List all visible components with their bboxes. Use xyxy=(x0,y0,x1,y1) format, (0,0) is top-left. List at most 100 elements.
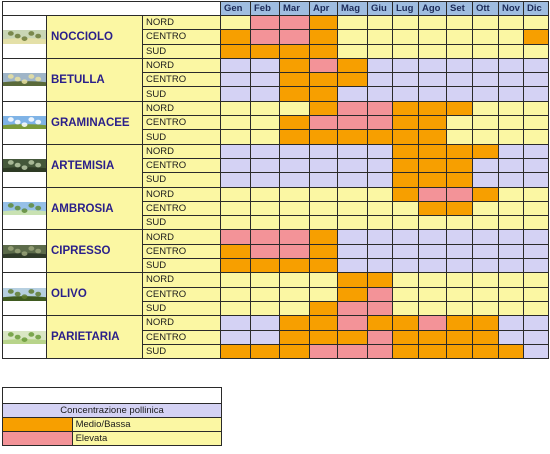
cell-ambrosia-sud-mag xyxy=(337,215,368,231)
cell-nocciolo-centro-apr xyxy=(309,29,338,45)
plant-name: ARTEMISIA xyxy=(46,143,143,188)
cell-nocciolo-nord-feb xyxy=(250,14,280,31)
cell-ambrosia-nord-ott xyxy=(472,186,499,202)
cell-betulla-nord-nov xyxy=(498,57,524,74)
region-label: NORD xyxy=(142,229,221,245)
cell-ambrosia-nord-set xyxy=(446,186,473,202)
cell-artemisia-centro-apr xyxy=(309,157,338,174)
cell-cipresso-sud-gen xyxy=(220,258,251,274)
cell-graminacee-sud-apr xyxy=(309,129,338,145)
month-header-feb: Feb xyxy=(250,1,280,16)
cell-parietaria-sud-ott xyxy=(472,343,499,360)
plant-image-artemisia xyxy=(2,143,47,188)
cell-betulla-sud-ago xyxy=(418,86,447,102)
cell-cipresso-sud-nov xyxy=(498,258,524,274)
cell-artemisia-sud-lug xyxy=(392,172,419,188)
cell-ambrosia-nord-mag xyxy=(337,186,368,202)
cell-graminacee-nord-lug xyxy=(392,100,419,117)
cell-parietaria-nord-mag xyxy=(337,315,368,331)
cell-ambrosia-nord-ago xyxy=(418,186,447,202)
cell-graminacee-centro-ott xyxy=(472,115,499,131)
cell-cipresso-centro-ago xyxy=(418,243,447,260)
cell-betulla-centro-feb xyxy=(250,72,280,88)
plant-photo-icon xyxy=(3,330,46,344)
cell-cipresso-nord-set xyxy=(446,229,473,245)
cell-betulla-sud-apr xyxy=(309,86,338,102)
cell-nocciolo-centro-ott xyxy=(472,29,499,45)
cell-artemisia-centro-set xyxy=(446,157,473,174)
cell-parietaria-centro-ott xyxy=(472,329,499,345)
cell-graminacee-sud-gen xyxy=(220,129,251,145)
legend-swatch-medium xyxy=(2,417,73,432)
cell-parietaria-centro-gen xyxy=(220,329,251,345)
legend-spacer xyxy=(2,387,222,404)
row-parietaria-sud: SUD xyxy=(3,343,549,360)
cell-olivo-centro-set xyxy=(446,286,473,302)
cell-nocciolo-centro-lug xyxy=(392,29,419,45)
month-header-dic: Dic xyxy=(523,1,549,16)
cell-artemisia-sud-apr xyxy=(309,172,338,188)
region-label: CENTRO xyxy=(142,200,221,217)
cell-olivo-sud-mar xyxy=(279,300,310,317)
row-ambrosia-centro: CENTRO xyxy=(3,200,549,217)
cell-nocciolo-centro-dic xyxy=(523,29,549,45)
region-label: CENTRO xyxy=(142,243,221,260)
cell-cipresso-nord-feb xyxy=(250,229,280,245)
cell-olivo-centro-mar xyxy=(279,286,310,302)
cell-cipresso-nord-mar xyxy=(279,229,310,245)
cell-cipresso-centro-mag xyxy=(337,243,368,260)
cell-olivo-nord-lug xyxy=(392,272,419,288)
cell-betulla-centro-mar xyxy=(279,72,310,88)
row-parietaria-nord: PARIETARIA NORD xyxy=(2,315,549,360)
cell-betulla-centro-giu xyxy=(367,72,393,88)
cell-cipresso-nord-gen xyxy=(220,229,251,245)
cell-betulla-sud-feb xyxy=(250,86,280,102)
plant-photo-icon xyxy=(3,287,46,301)
cell-artemisia-nord-ago xyxy=(418,143,447,159)
cell-cipresso-nord-nov xyxy=(498,229,524,245)
cell-betulla-sud-mag xyxy=(337,86,368,102)
cell-ambrosia-centro-apr xyxy=(309,200,338,217)
cell-ambrosia-sud-mar xyxy=(279,215,310,231)
cell-betulla-nord-mag xyxy=(337,57,368,74)
region-label: NORD xyxy=(142,100,221,117)
cell-artemisia-centro-feb xyxy=(250,157,280,174)
cell-cipresso-sud-ott xyxy=(472,258,499,274)
cell-parietaria-centro-feb xyxy=(250,329,280,345)
cell-parietaria-sud-mag xyxy=(337,343,368,360)
cell-nocciolo-sud-set xyxy=(446,43,473,59)
cell-cipresso-sud-set xyxy=(446,258,473,274)
cell-nocciolo-sud-ago xyxy=(418,43,447,59)
cell-parietaria-sud-lug xyxy=(392,343,419,360)
plant-image-cipresso xyxy=(2,229,47,274)
cell-nocciolo-sud-giu xyxy=(367,43,393,59)
region-label: SUD xyxy=(142,300,221,317)
cell-parietaria-centro-mag xyxy=(337,329,368,345)
cell-ambrosia-centro-lug xyxy=(392,200,419,217)
row-graminacee-sud: SUD xyxy=(3,129,549,145)
cell-cipresso-centro-lug xyxy=(392,243,419,260)
legend-row-medium: Medio/Bassa xyxy=(2,417,223,432)
cell-nocciolo-sud-gen xyxy=(220,43,251,59)
cell-olivo-sud-lug xyxy=(392,300,419,317)
cell-ambrosia-nord-nov xyxy=(498,186,524,202)
cell-betulla-nord-gen xyxy=(220,57,251,74)
cell-cipresso-nord-ago xyxy=(418,229,447,245)
cell-graminacee-centro-feb xyxy=(250,115,280,131)
row-artemisia-nord: ARTEMISIA NORD xyxy=(2,143,549,188)
region-label: NORD xyxy=(142,315,221,331)
cell-olivo-nord-mar xyxy=(279,272,310,288)
region-label: SUD xyxy=(142,258,221,274)
region-label: CENTRO xyxy=(142,29,221,45)
cell-parietaria-nord-set xyxy=(446,315,473,331)
cell-olivo-nord-ott xyxy=(472,272,499,288)
cell-artemisia-sud-nov xyxy=(498,172,524,188)
cell-nocciolo-sud-ott xyxy=(472,43,499,59)
cell-betulla-sud-giu xyxy=(367,86,393,102)
cell-ambrosia-sud-apr xyxy=(309,215,338,231)
plant-photo-icon xyxy=(3,30,46,44)
row-nocciolo-nord: NOCCIOLO NORD xyxy=(2,14,549,59)
cell-olivo-centro-ott xyxy=(472,286,499,302)
row-graminacee-centro: CENTRO xyxy=(3,115,549,131)
cell-ambrosia-nord-apr xyxy=(309,186,338,202)
